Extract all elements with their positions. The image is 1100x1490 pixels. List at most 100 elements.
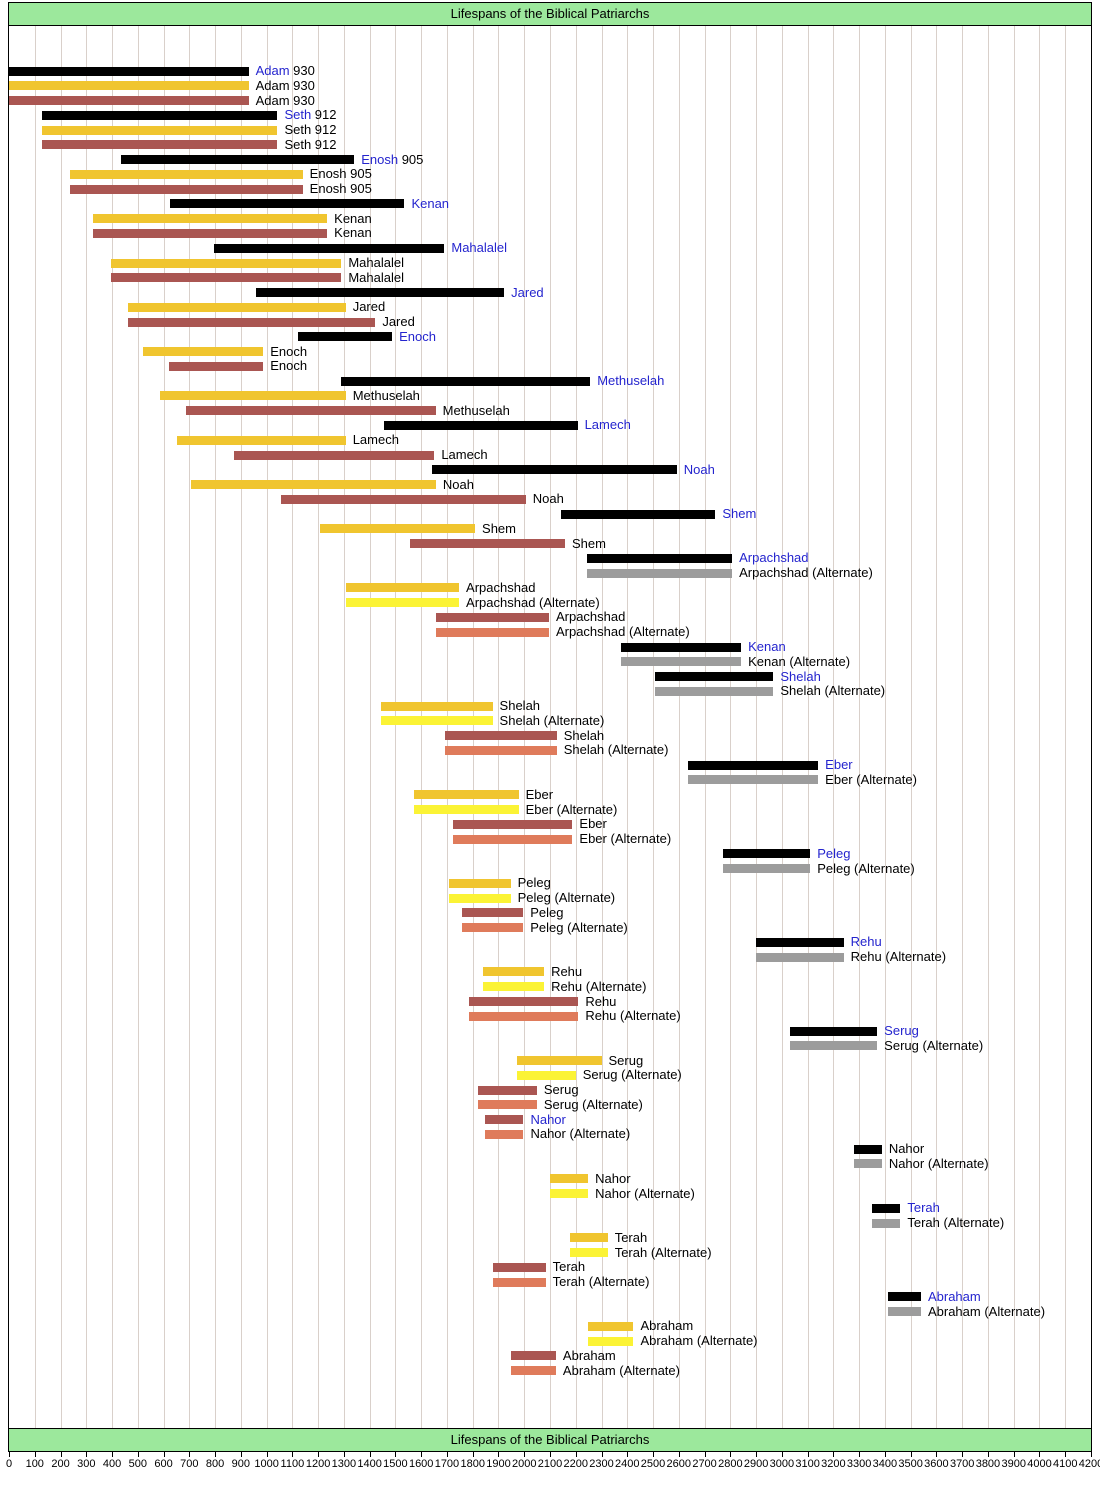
- gridline: [859, 26, 861, 1428]
- lifespan-bar: [213, 243, 445, 253]
- lifespan-bar: [381, 716, 493, 726]
- axis-tick: [86, 1452, 88, 1457]
- gridline: [807, 26, 809, 1428]
- axis-tick-label: 4000: [1027, 1458, 1052, 1470]
- lifespan-bar: [42, 140, 278, 150]
- lifespan-bar: [485, 1129, 524, 1139]
- axis-tick: [137, 1452, 139, 1457]
- axis-tick: [1091, 1452, 1092, 1457]
- bar-label: Arpachshad (Alternate): [739, 565, 873, 581]
- patriarch-name: Nahor: [530, 1126, 566, 1142]
- patriarch-name: Abraham: [640, 1318, 694, 1334]
- lifespan-bar: [92, 214, 328, 224]
- bar-label: Adam 930: [256, 78, 315, 94]
- bar-label: Eber: [526, 787, 553, 803]
- patriarch-name: Kenan: [334, 225, 372, 241]
- lifespan-bar: [436, 627, 549, 637]
- gridline: [987, 26, 989, 1428]
- lifespan-bar: [550, 1174, 589, 1184]
- bar-label: Peleg: [817, 846, 850, 862]
- axis-tick-label: 3300: [846, 1458, 872, 1470]
- patriarch-name: Shem: [482, 520, 516, 536]
- bar-label-suffix: 912: [311, 107, 337, 123]
- lifespan-bar: [756, 937, 844, 947]
- lifespan-bar: [853, 1159, 882, 1169]
- lifespan-bar: [449, 878, 511, 888]
- gridline: [292, 26, 294, 1428]
- patriarch-name: Lamech: [352, 432, 399, 448]
- gridline: [318, 26, 320, 1428]
- lifespan-bar: [281, 494, 526, 504]
- lifespan-bar: [445, 731, 557, 741]
- bar-label-suffix: (Alternate): [578, 1096, 643, 1112]
- bar-label-suffix: (Alternate): [535, 594, 600, 610]
- axis-tick: [550, 1452, 551, 1457]
- bar-label-suffix: (Alternate): [881, 949, 947, 965]
- axis-tick: [678, 1452, 680, 1457]
- patriarch-name: Nahor: [888, 1155, 925, 1171]
- lifespan-bar: [570, 1233, 608, 1243]
- bar-label: Adam 930: [256, 93, 315, 109]
- patriarch-name: Eber: [825, 757, 853, 773]
- gridline: [910, 26, 912, 1428]
- patriarch-name: Methuselah: [597, 373, 665, 389]
- gridline: [962, 26, 964, 1428]
- bar-label: Methuselah: [353, 388, 420, 404]
- bar-label: Lamech: [353, 432, 399, 448]
- bar-label: Peleg (Alternate): [530, 920, 628, 936]
- patriarch-name: Rehu: [585, 1008, 617, 1024]
- bar-label-suffix: (Alternate): [550, 890, 616, 906]
- patriarch-name: Jared: [511, 284, 544, 300]
- axis-tick-label: 2600: [666, 1458, 692, 1470]
- axis-tick: [781, 1452, 783, 1457]
- patriarch-name: Abraham: [927, 1288, 981, 1304]
- bar-label-suffix: (Alternate): [918, 1037, 984, 1053]
- patriarch-name: Jared: [382, 314, 415, 330]
- bar-label-suffix: (Alternate): [616, 1008, 681, 1024]
- lifespan-bar: [298, 332, 393, 342]
- axis-tick: [601, 1452, 603, 1457]
- lifespan-bar: [160, 391, 346, 401]
- patriarch-name: Enoch: [399, 328, 436, 344]
- bar-label: Arpachshad (Alternate): [556, 624, 690, 640]
- gridline: [472, 26, 474, 1428]
- patriarch-name: Rehu: [850, 934, 882, 950]
- bar-label: Shem: [572, 536, 606, 552]
- bar-label: Enosh 905: [361, 152, 423, 168]
- patriarch-name: Enosh: [309, 181, 347, 197]
- axis-tick-label: 1100: [280, 1458, 305, 1470]
- axis-tick-label: 2900: [743, 1458, 769, 1470]
- bar-label-suffix: (Alternate): [785, 653, 851, 669]
- patriarch-name: Serug: [543, 1082, 579, 1098]
- bar-label: Arpachshad: [466, 580, 535, 596]
- bar-label: Enoch: [399, 329, 436, 345]
- axis-tick: [859, 1452, 861, 1457]
- axis-tick-label: 1000: [254, 1458, 279, 1470]
- bar-label: Abraham: [640, 1318, 693, 1334]
- axis-tick-label: 3900: [1001, 1458, 1026, 1470]
- patriarch-name: Arpachshad: [555, 609, 626, 625]
- lifespan-bar: [110, 258, 342, 268]
- lifespan-bar: [477, 1100, 537, 1110]
- gridline: [1039, 26, 1041, 1428]
- lifespan-bar: [654, 672, 774, 682]
- patriarch-name: Methuselah: [442, 402, 510, 418]
- patriarch-name: Shelah: [780, 668, 821, 684]
- bar-label: Nahor (Alternate): [530, 1126, 630, 1142]
- axis-tick: [1039, 1452, 1041, 1457]
- axis-tick: [472, 1452, 474, 1457]
- patriarch-name: Noah: [442, 476, 474, 492]
- axis-tick-label: 3400: [872, 1458, 898, 1470]
- patriarch-name: Arpachshad: [739, 565, 809, 581]
- axis-tick: [421, 1452, 423, 1457]
- lifespan-bar: [492, 1277, 546, 1287]
- bar-label: Rehu: [551, 964, 582, 980]
- patriarch-name: Rehu: [585, 993, 617, 1009]
- gridline: [678, 26, 680, 1428]
- lifespan-bar: [570, 1248, 608, 1258]
- axis-tick-label: 500: [128, 1458, 147, 1470]
- lifespan-bar: [871, 1218, 901, 1228]
- bar-label: Terah (Alternate): [615, 1245, 712, 1261]
- patriarch-name: Eber: [579, 831, 607, 847]
- lifespan-bar: [346, 583, 460, 593]
